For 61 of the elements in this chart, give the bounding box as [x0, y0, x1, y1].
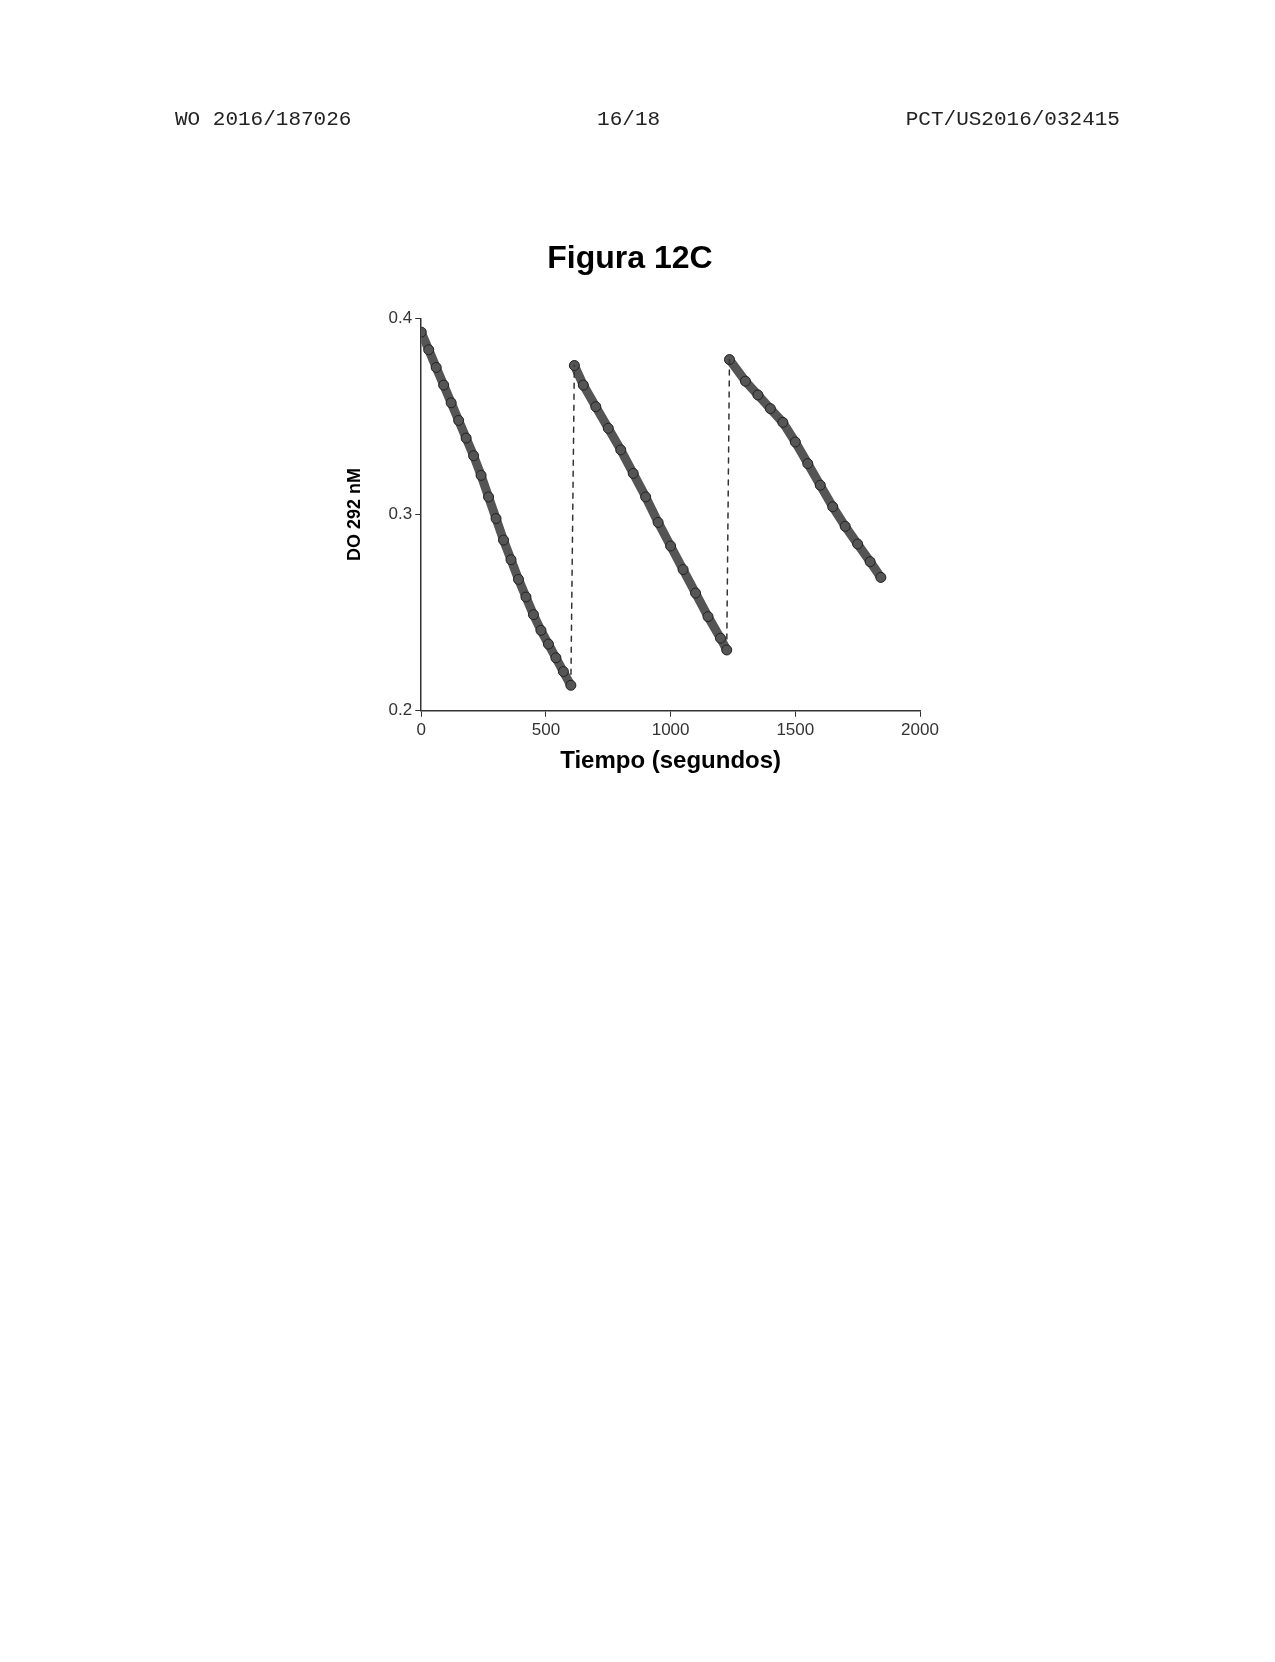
y-tick-label: 0.4 — [388, 308, 413, 328]
point — [557, 666, 569, 678]
point — [527, 609, 539, 621]
point — [460, 432, 472, 444]
point — [839, 520, 851, 532]
point — [590, 401, 602, 413]
point — [852, 538, 864, 550]
point — [714, 632, 726, 644]
point — [814, 479, 826, 491]
x-tick-label: 1500 — [776, 719, 815, 739]
point — [652, 516, 664, 528]
point — [723, 354, 735, 366]
point — [764, 403, 776, 415]
point — [520, 591, 532, 603]
point — [677, 564, 689, 576]
x-axis-title: Tiempo (segundos) — [560, 746, 782, 774]
point — [423, 344, 435, 356]
point — [512, 573, 524, 585]
point — [430, 361, 442, 373]
point — [739, 375, 751, 387]
point — [535, 624, 547, 636]
point — [627, 467, 639, 479]
point — [550, 652, 562, 664]
point — [438, 379, 450, 391]
point — [789, 436, 801, 448]
text: WO 2016/187026 — [175, 108, 352, 131]
x-tick-label: 0 — [416, 719, 426, 739]
point — [483, 491, 495, 503]
point — [568, 359, 580, 371]
y-tick-label: 0.3 — [388, 504, 413, 524]
point — [875, 571, 887, 583]
point — [640, 491, 652, 503]
y-axis-title: DO 292 nM — [343, 468, 364, 562]
x-tick-label: 2000 — [901, 719, 939, 739]
text: 16/18 — [597, 108, 661, 131]
point — [542, 638, 554, 650]
point — [505, 554, 517, 566]
point — [702, 611, 714, 623]
point — [565, 679, 577, 691]
point — [475, 469, 487, 481]
point — [577, 379, 589, 391]
point — [490, 513, 502, 525]
y-tick-label: 0.2 — [388, 700, 413, 720]
point — [690, 587, 702, 599]
x-tick-label: 500 — [531, 719, 561, 739]
point — [827, 501, 839, 513]
point — [721, 644, 733, 656]
point — [453, 414, 465, 426]
text: PCT/US2016/032415 — [905, 108, 1120, 131]
point — [802, 458, 814, 470]
point — [615, 444, 627, 456]
x-tick-label: 1000 — [651, 719, 690, 739]
point — [777, 416, 789, 428]
chart-title: Figura 12C — [547, 239, 713, 276]
point — [445, 397, 457, 409]
point — [752, 389, 764, 401]
point — [498, 534, 510, 546]
point — [665, 540, 677, 552]
point — [468, 450, 480, 462]
point — [864, 556, 876, 568]
point — [602, 422, 614, 434]
